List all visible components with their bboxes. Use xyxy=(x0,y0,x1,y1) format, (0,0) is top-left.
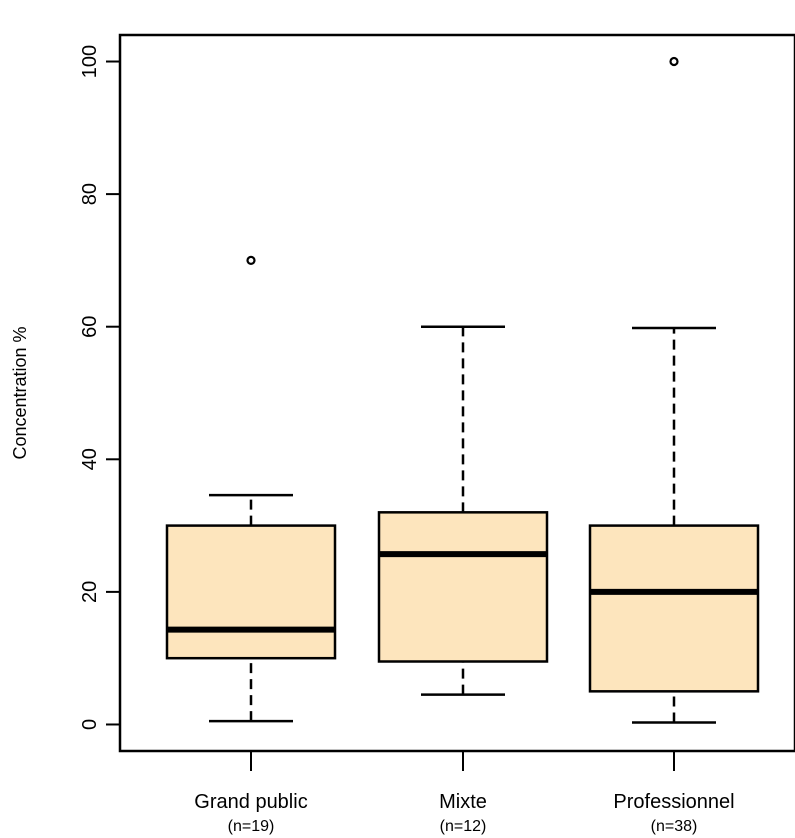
x-axis: Grand public (n=19) Mixte (n=12) Professionn… xyxy=(194,751,735,835)
x-tick-label: Mixte xyxy=(439,791,487,813)
y-tick-label: 0 xyxy=(79,719,101,730)
y-tick-label: 80 xyxy=(79,183,101,205)
x-tick-sample-size: (n=19) xyxy=(228,818,275,835)
y-axis: 0 20 40 60 80 100 xyxy=(79,45,121,730)
outlier-point xyxy=(669,56,679,67)
box-mixte xyxy=(377,325,549,696)
y-tick-label: 20 xyxy=(79,581,101,603)
y-tick-label: 40 xyxy=(79,448,101,470)
outlier-point xyxy=(246,255,256,266)
x-tick-sample-size: (n=38) xyxy=(651,818,698,835)
box-grand-public xyxy=(165,255,337,723)
boxes xyxy=(165,56,760,724)
x-tick-label: Grand public xyxy=(194,791,307,813)
interquartile-box xyxy=(377,511,549,663)
interquartile-box xyxy=(165,524,337,660)
x-tick-sample-size: (n=12) xyxy=(440,818,487,835)
y-axis-title: Concentration % xyxy=(10,326,30,459)
interquartile-box xyxy=(588,524,760,693)
box-professionnel xyxy=(588,56,760,724)
y-tick-label: 100 xyxy=(79,45,101,78)
y-tick-label: 60 xyxy=(79,316,101,338)
x-tick-label: Professionnel xyxy=(613,791,734,813)
